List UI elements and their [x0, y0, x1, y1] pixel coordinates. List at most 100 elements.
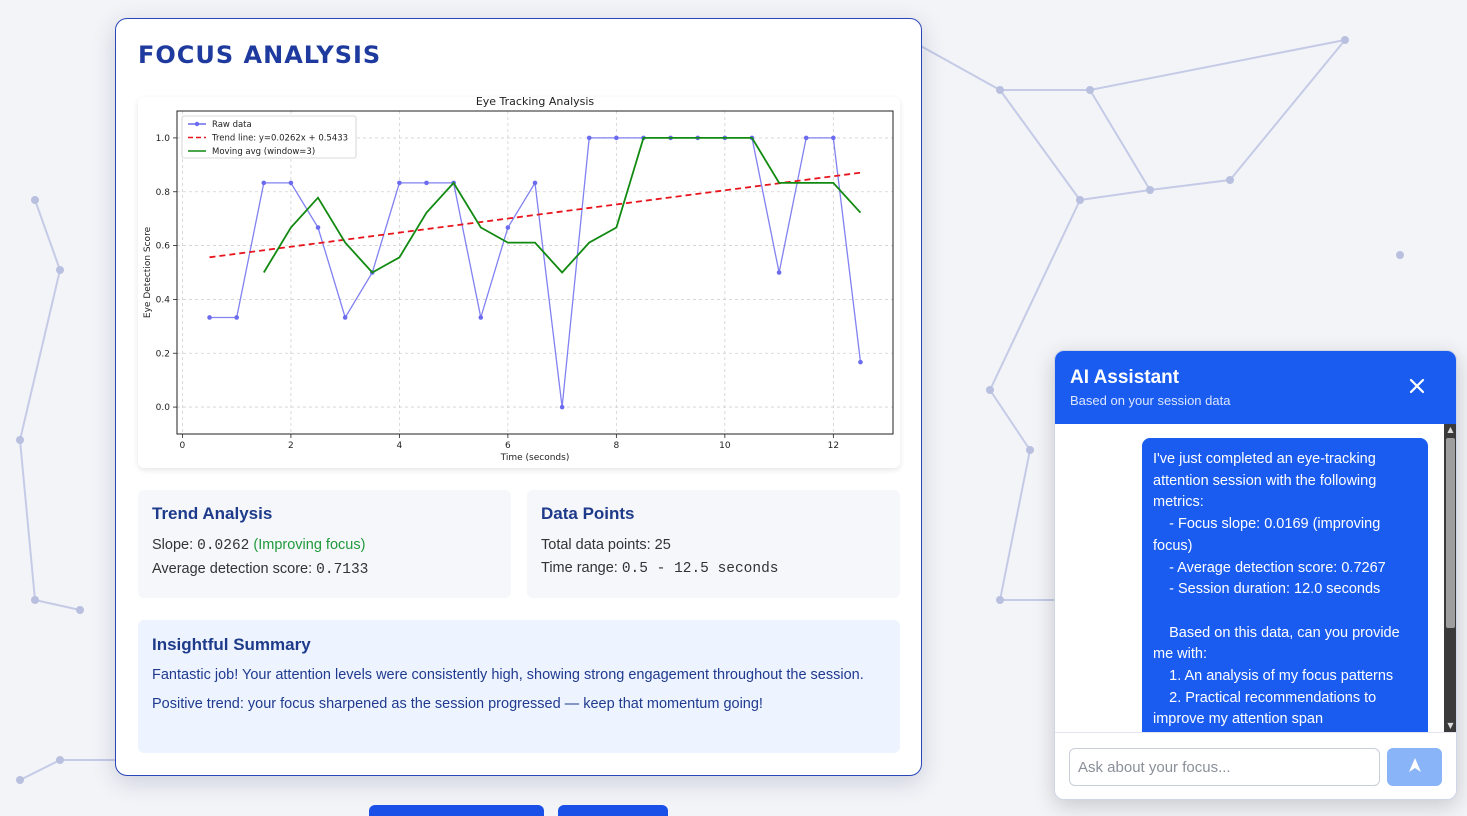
network-node: [996, 596, 1004, 604]
network-edge: [1089, 39, 1346, 91]
network-node: [1146, 186, 1154, 194]
network-edge: [1229, 39, 1346, 181]
x-tick-label: 6: [505, 441, 511, 451]
network-node: [16, 776, 24, 784]
chat-footer: [1055, 732, 1456, 799]
data-point: [424, 180, 429, 186]
data-point: [559, 404, 565, 410]
summary-paragraph-1: Fantastic job! Your attention levels wer…: [152, 667, 864, 683]
x-tick-label: 2: [288, 441, 294, 451]
data-point: [831, 135, 836, 141]
network-node: [1226, 176, 1234, 184]
network-edge: [19, 439, 36, 601]
network-node: [31, 596, 39, 604]
data-point: [234, 315, 239, 320]
total-points: Total data points: 25: [541, 537, 671, 553]
y-tick-label: 0.4: [156, 295, 171, 305]
network-edge: [909, 39, 1001, 91]
y-tick-label: 1.0: [156, 134, 171, 144]
send-button[interactable]: [1387, 748, 1442, 786]
y-tick-label: 0.0: [156, 403, 171, 413]
data-point: [397, 180, 402, 186]
bottom-action-button-2[interactable]: [558, 805, 668, 816]
chat-header: AI Assistant Based on your session data: [1055, 351, 1456, 424]
average-value: 0.7133: [316, 562, 369, 578]
chart-svg: Eye Tracking Analysis 0 2 4 6 8 10 12 0.0 0.2 0.4 0…: [143, 97, 894, 463]
bottom-action-button-1[interactable]: [369, 805, 544, 816]
network-edge: [1089, 89, 1151, 191]
network-node: [56, 266, 64, 274]
time-range-value: 0.5 - 12.5 seconds: [621, 561, 779, 577]
eye-tracking-chart: Eye Tracking Analysis 0 2 4 6 8 10 12 0.0 0.2 0.4 0…: [138, 97, 900, 468]
data-point: [207, 315, 212, 320]
chart-title: Eye Tracking Analysis: [476, 97, 595, 108]
series-line-2: [263, 137, 862, 274]
data-point: [586, 135, 592, 141]
y-tick-label: 0.6: [156, 242, 171, 252]
y-tick-label: 0.2: [156, 349, 170, 359]
chat-title: AI Assistant: [1070, 367, 1180, 388]
close-icon[interactable]: [1406, 375, 1428, 397]
chat-input[interactable]: [1069, 748, 1380, 786]
average-label: Average detection score:: [152, 561, 313, 577]
legend-label-2: Moving avg (window=3): [212, 147, 315, 157]
x-tick-label: 8: [613, 441, 619, 451]
time-range-label: Time range:: [541, 560, 618, 576]
data-point: [342, 315, 348, 320]
legend-label-1: Trend line: y=0.0262x + 0.5433: [211, 134, 348, 144]
x-axis-label: Time (seconds): [500, 453, 570, 463]
data-point: [288, 180, 294, 186]
plot-frame: [176, 110, 894, 435]
series-line-0: [209, 137, 862, 408]
summary-paragraph-2: Positive trend: your focus sharpened as …: [152, 696, 763, 712]
network-edge: [1149, 179, 1231, 191]
ai-assistant-panel: AI Assistant Based on your session data …: [1054, 350, 1457, 800]
data-points-heading: Data Points: [541, 504, 635, 523]
scroll-thumb[interactable]: [1446, 438, 1455, 628]
chat-scrollbar[interactable]: ▲ ▼: [1444, 424, 1456, 732]
scroll-down-arrow-icon[interactable]: ▼: [1447, 721, 1454, 730]
network-node: [996, 86, 1004, 94]
average-line: Average detection score: 0.7133: [152, 558, 497, 582]
legend-marker: [194, 121, 200, 127]
legend-box: [181, 115, 357, 159]
slope-note: (Improving focus): [253, 537, 366, 553]
focus-analysis-card: FOCUS ANALYSIS Eye Tracking Analysis 0 2 4 6…: [115, 18, 922, 776]
data-point: [776, 270, 782, 275]
legend-label-0: Raw data: [212, 120, 252, 130]
x-tick-label: 0: [180, 441, 186, 451]
data-point: [614, 135, 619, 141]
network-edge: [989, 389, 1031, 451]
network-edge: [19, 759, 61, 781]
x-tick-label: 10: [719, 441, 731, 451]
data-point: [803, 135, 809, 141]
data-point: [315, 225, 321, 230]
network-edge: [999, 449, 1031, 601]
data-point: [505, 225, 511, 230]
time-range-line: Time range: 0.5 - 12.5 seconds: [541, 557, 886, 581]
x-tick-label: 4: [397, 441, 403, 451]
data-point: [261, 180, 267, 186]
insightful-summary-panel: Insightful Summary Fantastic job! Your a…: [138, 620, 900, 753]
slope-value: 0.0262: [197, 538, 250, 554]
x-tick-label: 12: [828, 441, 839, 451]
network-node: [1341, 36, 1349, 44]
network-edge: [34, 199, 61, 271]
network-node: [76, 606, 84, 614]
scroll-up-arrow-icon[interactable]: ▲: [1447, 425, 1454, 434]
page-title: FOCUS ANALYSIS: [138, 41, 382, 69]
network-node: [1086, 86, 1094, 94]
y-axis-label: Eye Detection Score: [143, 226, 153, 318]
network-node: [1076, 196, 1084, 204]
network-node: [1396, 251, 1404, 259]
data-points-panel: Data Points Total data points: 25 Time r…: [527, 490, 900, 598]
send-arrow-icon: [1408, 757, 1421, 772]
network-node: [31, 196, 39, 204]
data-point: [532, 180, 538, 186]
network-node: [1026, 446, 1034, 454]
data-point: [858, 359, 863, 365]
network-node: [56, 756, 64, 764]
network-edge: [19, 269, 61, 441]
trend-analysis-panel: Trend Analysis Slope: 0.0262 (Improving …: [138, 490, 511, 598]
network-edge: [989, 199, 1081, 391]
